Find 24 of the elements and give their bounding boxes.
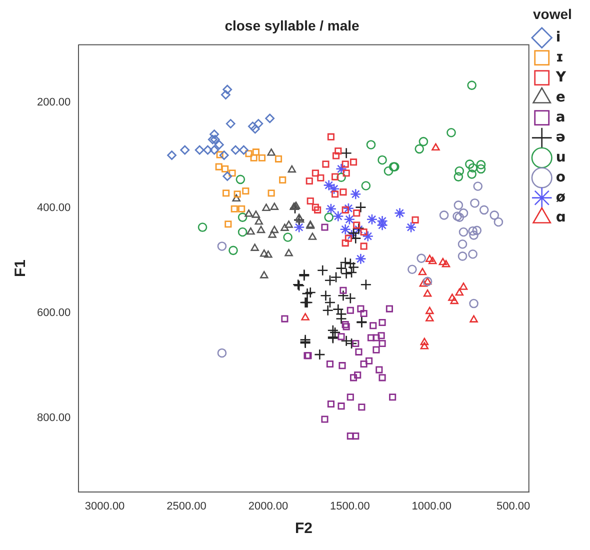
x-tick-label: 1500.00 <box>330 500 370 512</box>
y-tick-label: 400.00 <box>36 202 71 214</box>
y-tick-label: 200.00 <box>36 96 71 109</box>
y-tick-label: 800.00 <box>36 412 71 424</box>
legend-label: u <box>556 149 566 166</box>
legend-label: i <box>556 29 561 46</box>
legend-title: vowel <box>532 6 572 22</box>
x-tick-label: 500.00 <box>496 500 530 512</box>
x-tick-label: 2500.00 <box>166 500 206 512</box>
legend-label: e <box>556 89 566 106</box>
y-axis-title: F1 <box>12 260 30 278</box>
x-tick-label: 2000.00 <box>248 500 288 512</box>
legend-label: o <box>556 169 566 186</box>
x-tick-label: 1000.00 <box>412 500 452 512</box>
legend-label: ə <box>556 129 566 146</box>
legend-label: ɪ <box>556 49 564 66</box>
legend-label: ø <box>556 189 566 206</box>
legend-label: Y <box>554 69 567 86</box>
chart-title: close syllable / male <box>224 17 360 34</box>
legend-label: a <box>556 109 566 126</box>
x-axis-title: F2 <box>294 520 313 538</box>
x-tick-label: 3000.00 <box>84 500 125 512</box>
legend-label: ɑ <box>556 209 566 226</box>
y-tick-label: 600.00 <box>36 307 71 320</box>
